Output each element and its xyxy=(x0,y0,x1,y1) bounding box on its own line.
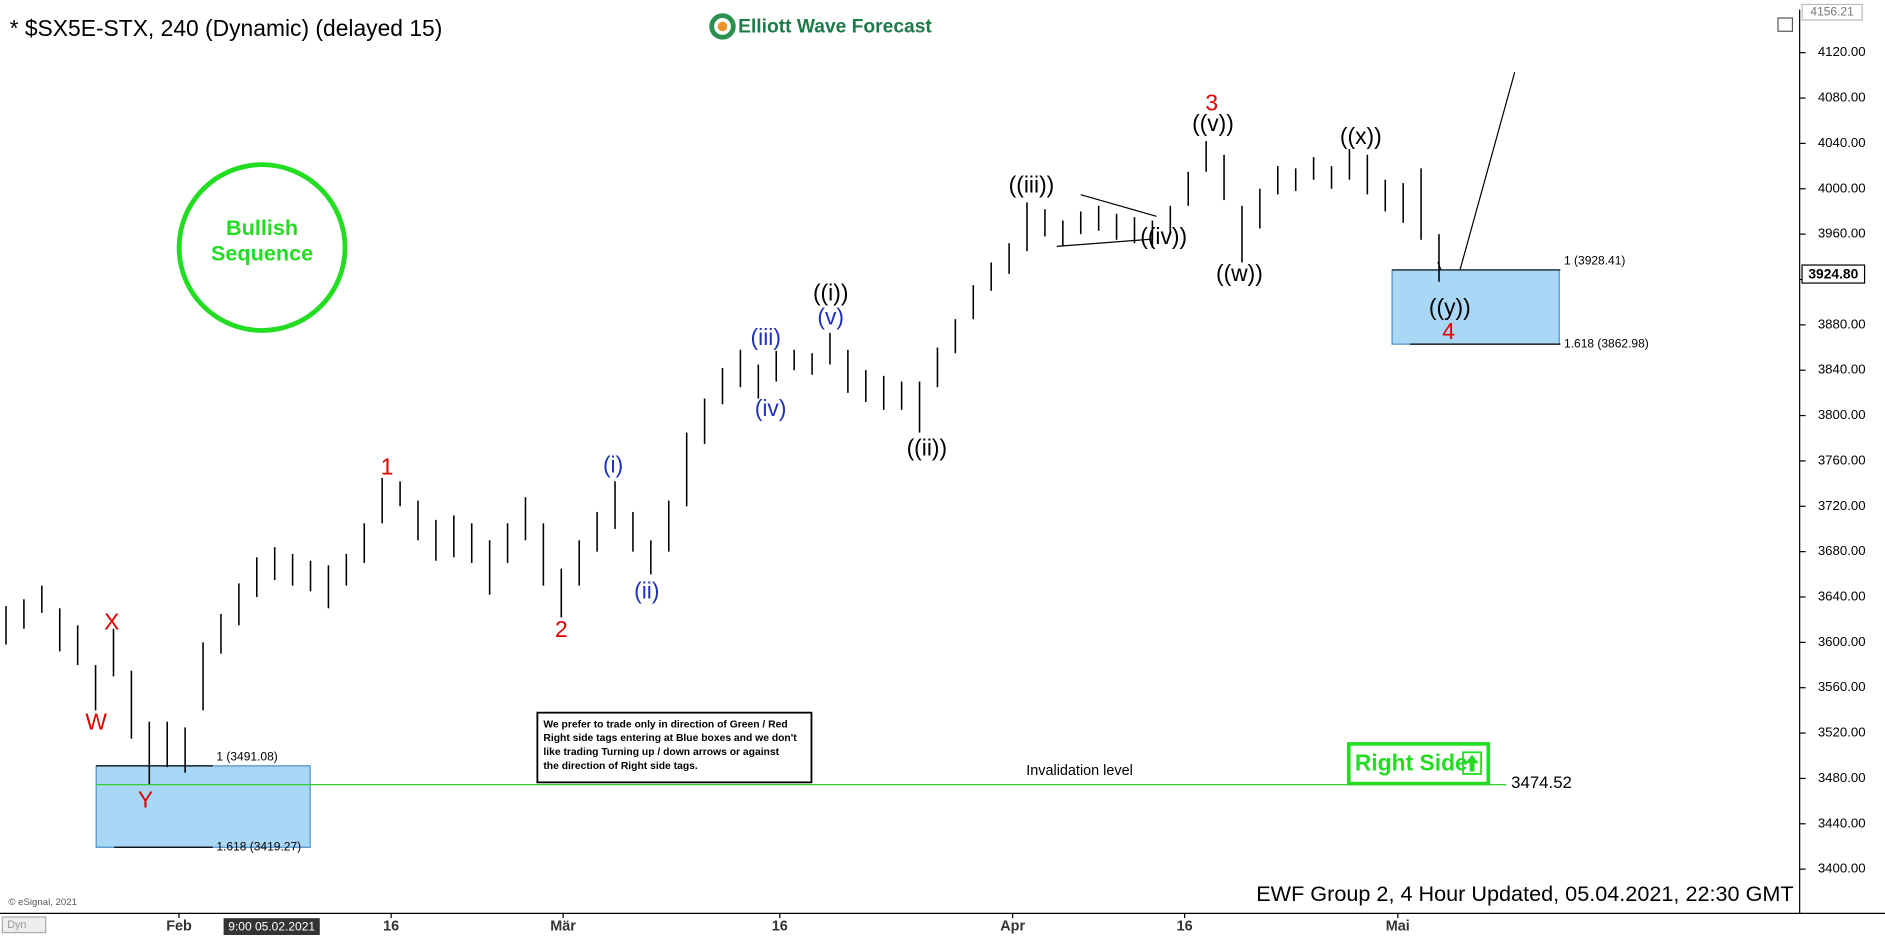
logo-icon-center xyxy=(717,21,728,32)
x-tick-label: 16 xyxy=(772,918,788,934)
x-tick-label: 16 xyxy=(383,918,399,934)
y-tick-label: 3800.00 xyxy=(1818,407,1866,422)
wave-label: (iv) xyxy=(755,395,787,421)
dyn-label: Dyn xyxy=(7,919,26,931)
chart-title: * $SX5E-STX, 240 (Dynamic) (delayed 15) xyxy=(10,15,443,41)
bullish-label: Bullish xyxy=(226,215,298,240)
y-tick-label: 4080.00 xyxy=(1818,90,1866,105)
wave-label: ((iv)) xyxy=(1140,223,1187,249)
y-tick-label: 3760.00 xyxy=(1818,452,1866,467)
triangle-line xyxy=(1056,238,1152,247)
cursor-label-box xyxy=(223,918,320,935)
logo-icon xyxy=(709,13,736,40)
wave-label: X xyxy=(104,609,119,635)
wave-label: ((v)) xyxy=(1192,110,1234,136)
high-price-label: 4156.21 xyxy=(1810,4,1854,18)
x-tick-label: 16 xyxy=(1177,918,1193,934)
y-tick-label: 4120.00 xyxy=(1818,44,1866,59)
y-tick-label: 3680.00 xyxy=(1818,543,1866,558)
x-tick-label: Apr xyxy=(1000,918,1025,934)
wave-label: 4 xyxy=(1442,318,1455,344)
y-tick-label: 3840.00 xyxy=(1818,362,1866,377)
y-tick-label: 3480.00 xyxy=(1818,770,1866,785)
brand: Elliott Wave Forecast xyxy=(738,17,932,38)
note-line: Right side tags entering at Blue boxes a… xyxy=(543,733,797,744)
wave-label: ((iii)) xyxy=(1009,171,1055,197)
fib-label: 1 (3491.08) xyxy=(216,750,277,764)
y-tick-label: 3560.00 xyxy=(1818,679,1866,694)
fib-label: 1 (3928.41) xyxy=(1564,254,1625,268)
x-tick-label: Mär xyxy=(550,918,576,934)
wave-label: 3 xyxy=(1205,90,1218,116)
wave-label: Y xyxy=(138,787,153,813)
wave-label: ((ii)) xyxy=(907,435,948,461)
y-tick-label: 3440.00 xyxy=(1818,815,1866,830)
wave-label: (ii) xyxy=(634,578,659,604)
wave-label: ((x)) xyxy=(1340,123,1382,149)
note-line: the direction of Right side tags. xyxy=(543,761,698,772)
right-side-label: Right Side xyxy=(1355,749,1468,775)
y-tick-label: 3520.00 xyxy=(1818,725,1866,740)
y-tick-label: 3960.00 xyxy=(1818,226,1866,241)
target-box xyxy=(95,765,311,848)
y-tick-label: 3640.00 xyxy=(1818,588,1866,603)
wave-label: (v) xyxy=(817,304,844,330)
high-price-box xyxy=(1801,3,1863,21)
dyn-box[interactable] xyxy=(1,916,47,934)
note-line: like trading Turning up / down arrows or… xyxy=(543,747,779,758)
wave-label: (i) xyxy=(603,451,623,477)
wave-label: 2 xyxy=(555,616,568,642)
wave-label: ((i)) xyxy=(813,279,848,305)
cursor-label: 9:00 05.02.2021 xyxy=(228,919,315,933)
last-price-box xyxy=(1801,264,1866,284)
x-tick-label: Mai xyxy=(1386,918,1410,934)
wave-label: W xyxy=(85,709,107,735)
y-tick-label: 3880.00 xyxy=(1818,316,1866,331)
x-tick-label: Feb xyxy=(166,918,192,934)
fib-label: 1.618 (3419.27) xyxy=(216,839,301,853)
fib-label: 1.618 (3862.98) xyxy=(1564,336,1649,350)
wave-label: 1 xyxy=(381,454,394,480)
invalidation-label: Invalidation level xyxy=(1026,763,1133,779)
y-tick-label: 4000.00 xyxy=(1818,180,1866,195)
target-box xyxy=(1391,269,1560,345)
note-box xyxy=(536,711,813,784)
y-tick-label: 3720.00 xyxy=(1818,498,1866,513)
window-icon[interactable] xyxy=(1777,17,1794,32)
y-tick-label: 4040.00 xyxy=(1818,135,1866,150)
y-tick-label: 3600.00 xyxy=(1818,634,1866,649)
y-tick-label: 3400.00 xyxy=(1818,861,1866,876)
last-price-label: 3924.80 xyxy=(1808,265,1858,281)
bullish-label: Sequence xyxy=(211,241,313,266)
footer: EWF Group 2, 4 Hour Updated, 05.04.2021,… xyxy=(1256,881,1793,906)
bullish-circle xyxy=(176,162,348,333)
note-line: We prefer to trade only in direction of … xyxy=(543,719,787,730)
wave-label: (iii) xyxy=(751,324,781,350)
wave-label: ((w)) xyxy=(1216,260,1263,286)
invalidation-value: 3474.52 xyxy=(1511,773,1572,792)
wave-label: ((y)) xyxy=(1429,294,1471,320)
copyright: © eSignal, 2021 xyxy=(8,897,77,908)
triangle-line xyxy=(1080,194,1157,217)
